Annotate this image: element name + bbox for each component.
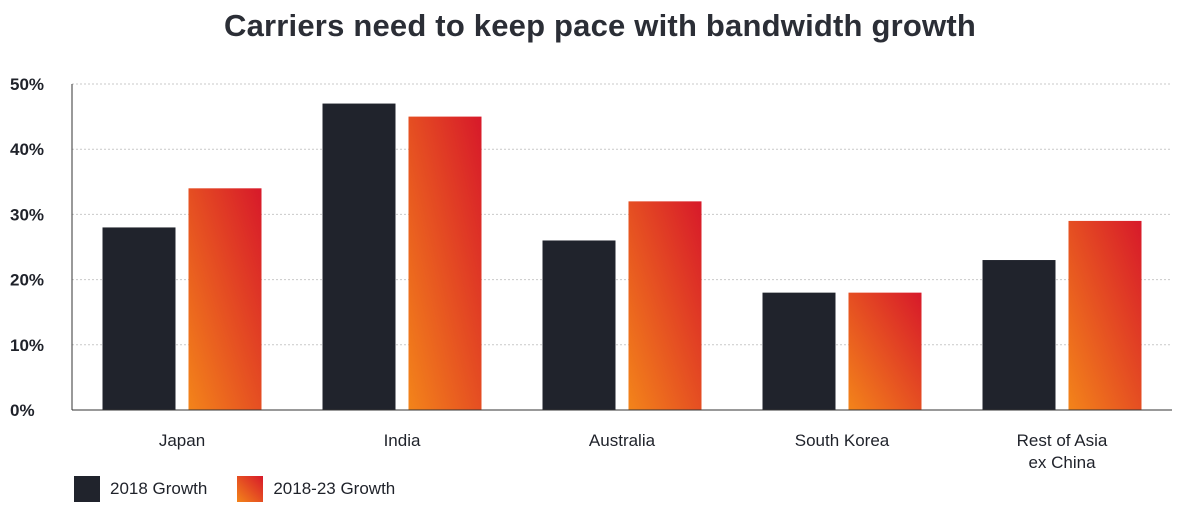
bar	[322, 103, 396, 410]
x-category-label: South Korea	[795, 431, 890, 450]
bar	[542, 240, 616, 410]
bar	[762, 292, 836, 410]
legend-item-2018-23: 2018-23 Growth	[237, 476, 395, 502]
bar	[848, 292, 922, 410]
y-tick-label: 20%	[10, 271, 44, 290]
legend-swatch-2018	[74, 476, 100, 502]
x-category-label: India	[384, 431, 421, 450]
x-category-label: Japan	[159, 431, 205, 450]
chart-title: Carriers need to keep pace with bandwidt…	[224, 8, 976, 43]
y-tick-label: 40%	[10, 140, 44, 159]
y-tick-label: 30%	[10, 205, 44, 224]
y-tick-label: 0%	[10, 401, 35, 420]
y-tick-label: 50%	[10, 75, 44, 94]
bar	[1068, 220, 1142, 410]
x-category-label: Rest of Asia	[1017, 431, 1108, 450]
legend-item-2018: 2018 Growth	[74, 476, 207, 502]
legend-label-2018: 2018 Growth	[110, 479, 208, 498]
bar	[188, 188, 262, 410]
bar	[628, 201, 702, 410]
bar	[408, 116, 482, 410]
y-tick-label: 10%	[10, 336, 44, 355]
legend-swatch-2018-23	[237, 476, 264, 502]
bar	[982, 260, 1056, 410]
legend-label-2018-23: 2018-23 Growth	[273, 479, 396, 498]
x-category-label: Australia	[589, 431, 656, 450]
x-category-label: ex China	[1028, 453, 1096, 472]
bar	[102, 227, 176, 410]
legend: 2018 Growth 2018-23 Growth	[74, 476, 425, 502]
